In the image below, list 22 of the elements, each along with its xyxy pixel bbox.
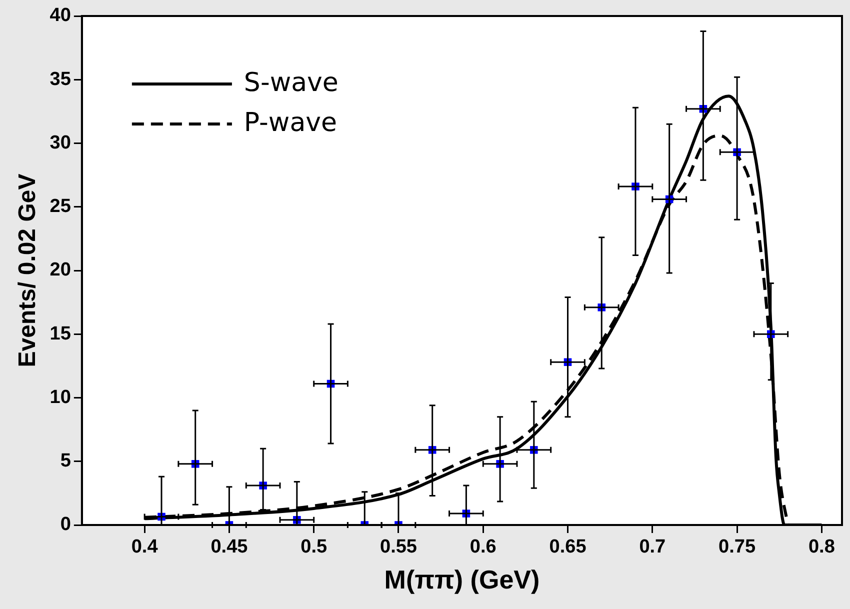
x-tick-label: 0.7 <box>639 536 666 558</box>
x-tick-label: 0.4 <box>131 536 158 558</box>
x-tick-label: 0.8 <box>808 536 835 558</box>
y-axis-title: Events/ 0.02 GeV <box>14 174 42 368</box>
x-tick-label: 0.75 <box>718 536 756 558</box>
x-axis-title: M(ππ) (GeV) <box>384 564 540 595</box>
y-tick-label: 35 <box>50 68 72 90</box>
y-tick-label: 10 <box>50 386 71 408</box>
y-tick-label: 5 <box>60 450 72 472</box>
y-tick-label: 15 <box>50 323 72 344</box>
y-tick-label: 30 <box>50 132 71 154</box>
y-tick-label: 40 <box>50 5 71 26</box>
y-tick-label: 0 <box>60 514 71 536</box>
x-tick-label: 0.6 <box>470 536 496 558</box>
y-tick-label: 20 <box>50 260 71 281</box>
legend-label: S-wave <box>244 68 338 98</box>
x-tick-label: 0.5 <box>300 536 328 558</box>
x-tick-label: 0.65 <box>549 536 587 558</box>
legend-label: P-wave <box>244 108 338 138</box>
x-tick-label: 0.55 <box>380 536 418 558</box>
y-tick-label: 25 <box>50 196 72 218</box>
x-tick-label: 0.45 <box>210 536 248 558</box>
